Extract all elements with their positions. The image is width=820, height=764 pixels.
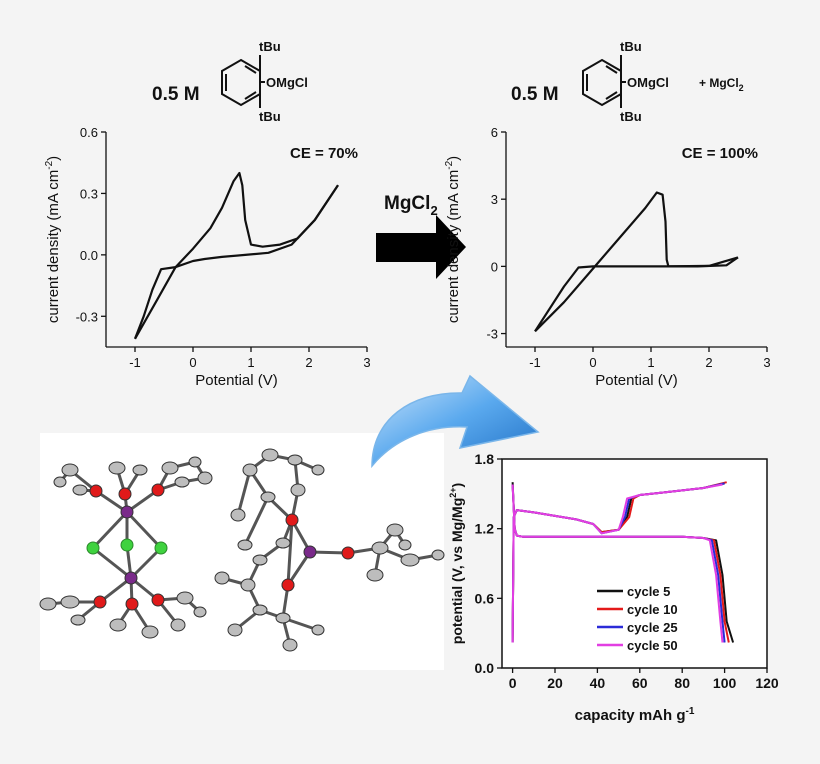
y-axis-label: potential (V, vs Mg/Mg2+) — [448, 483, 465, 644]
y-tick-label: -0.3 — [76, 309, 98, 324]
x-tick-label: -1 — [129, 355, 141, 370]
y-axis-label-end: ) — [449, 483, 465, 488]
right-arrow-icon — [376, 215, 466, 279]
x-tick-label: 3 — [763, 355, 770, 370]
reverse-scan-line — [534, 256, 739, 332]
molecule-right: 0.5 M tBu OMgCl tBu + MgCl2 — [511, 39, 744, 124]
cyclic-voltammogram-right: -1 0 1 2 3 -3 0 3 6 Potential (V) current density … — [444, 125, 771, 389]
reaction-arrow-label: MgCl2 — [384, 193, 438, 218]
discharge-line-cycle-50 — [511, 484, 724, 643]
molecule-left-top-sub: tBu — [259, 39, 281, 54]
charge-line-cycle-50 — [511, 483, 723, 643]
y-axis-label-end: ) — [45, 156, 62, 161]
x-tick-label: -1 — [529, 355, 541, 370]
y-tick-label: 1.2 — [475, 521, 495, 537]
reverse-scan-line — [133, 184, 339, 340]
y-axis-label-main: current density (mA cm — [445, 170, 462, 323]
legend-label: cycle 5 — [627, 584, 670, 599]
x-tick-label: 0 — [509, 675, 517, 691]
legend-label: cycle 25 — [627, 620, 678, 635]
reaction-arrow: MgCl2 — [376, 193, 466, 279]
y-tick-label: 0 — [491, 259, 498, 274]
x-axis-label: Potential (V) — [195, 372, 278, 389]
x-axis-label-sup: -1 — [685, 706, 694, 717]
ortep-crystal-structure-icon — [39, 448, 445, 652]
molecule-left-bottom-sub: tBu — [259, 109, 281, 124]
benzene-ring-icon — [582, 55, 626, 108]
y-tick-label: 0.0 — [80, 248, 98, 263]
y-tick-label: 0.3 — [80, 186, 98, 201]
forward-scan-line — [534, 191, 739, 333]
benzene-ring-icon — [221, 55, 265, 108]
y-tick-label: 0.6 — [80, 125, 98, 140]
x-tick-label: 120 — [755, 675, 779, 691]
y-axis-label: current density (mA cm-2) — [44, 156, 62, 323]
charge-discharge-chart: 0 20 40 60 80 100 120 0.0 0.6 1.2 1.8 capacity mAh … — [448, 451, 779, 724]
x-tick-label: 20 — [547, 675, 563, 691]
molecule-right-bottom-sub: tBu — [620, 109, 642, 124]
x-tick-label: 0 — [589, 355, 596, 370]
x-tick-label: 2 — [705, 355, 712, 370]
molecule-left-side-sub: OMgCl — [266, 75, 308, 90]
x-tick-label: 40 — [590, 675, 606, 691]
molecule-right-side-sub: OMgCl — [627, 75, 669, 90]
x-tick-label: 60 — [632, 675, 648, 691]
y-axis-label-sup: -2 — [444, 160, 455, 169]
y-tick-label: 1.8 — [475, 451, 495, 467]
y-axis-label-sup: 2+ — [448, 487, 458, 497]
x-axis-label-main: capacity mAh g — [575, 707, 686, 724]
x-tick-label: 2 — [305, 355, 312, 370]
y-axis-label-main: potential (V, vs Mg/Mg — [449, 498, 465, 645]
y-axis-label-sup: -2 — [44, 160, 55, 169]
molecule-left: 0.5 M tBu OMgCl tBu — [152, 39, 308, 124]
y-tick-label: 0.0 — [475, 660, 495, 676]
x-axis-label: Potential (V) — [595, 372, 678, 389]
x-axis-label: capacity mAh g-1 — [575, 706, 695, 724]
y-axis-label-end: ) — [445, 156, 462, 161]
curved-blue-arrow-icon — [371, 374, 540, 469]
molecule-right-top-sub: tBu — [620, 39, 642, 54]
x-tick-label: 80 — [674, 675, 690, 691]
coulombic-efficiency-annotation: CE = 100% — [682, 145, 758, 162]
y-tick-label: 6 — [491, 125, 498, 140]
y-tick-label: -3 — [486, 327, 498, 342]
coulombic-efficiency-annotation: CE = 70% — [290, 145, 358, 162]
legend-label: cycle 10 — [627, 602, 678, 617]
y-axis-label-main: current density (mA cm — [45, 170, 62, 323]
x-tick-label: 100 — [713, 675, 737, 691]
concentration-left: 0.5 M — [152, 84, 200, 105]
y-tick-label: 3 — [491, 192, 498, 207]
additive-label: + MgCl2 — [699, 76, 744, 93]
crystal-structure-panel — [39, 433, 445, 670]
x-tick-label: 1 — [647, 355, 654, 370]
x-tick-label: 1 — [247, 355, 254, 370]
concentration-right: 0.5 M — [511, 84, 559, 105]
y-tick-label: 0.6 — [475, 590, 495, 606]
x-tick-label: 3 — [363, 355, 370, 370]
y-axis-label: current density (mA cm-2) — [444, 156, 462, 323]
x-tick-label: 0 — [189, 355, 196, 370]
cyclic-voltammogram-left: -1 0 1 2 3 -0.3 0.0 0.3 0.6 Potential (V) current … — [44, 125, 371, 389]
legend-label: cycle 50 — [627, 638, 678, 653]
forward-scan-line — [134, 171, 339, 340]
